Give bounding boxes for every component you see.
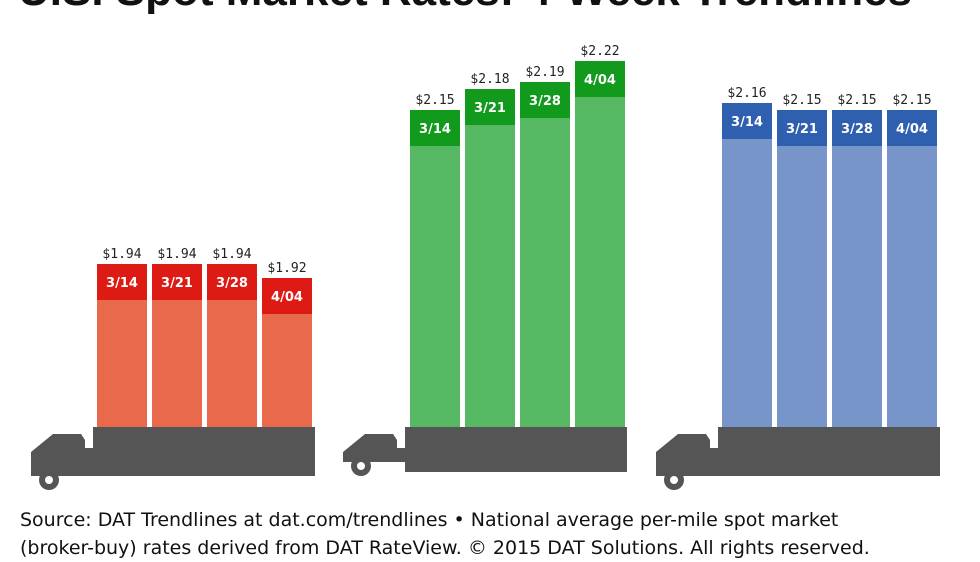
bar-date-band-green-0 xyxy=(410,110,460,146)
bar-value-label: $1.94 xyxy=(102,247,141,262)
bar-green-3 xyxy=(575,61,625,427)
bar-date-band-green-1 xyxy=(465,89,515,125)
bar-date-band-red-2 xyxy=(207,264,257,300)
bar-blue-0 xyxy=(722,103,772,427)
bar-date-label: 3/28 xyxy=(216,276,248,291)
bar-value-label: $2.18 xyxy=(470,72,509,87)
bar-date-label: 4/04 xyxy=(584,73,616,88)
bar-date-label: 3/21 xyxy=(474,101,506,116)
bar-date-band-blue-0 xyxy=(722,103,772,139)
bar-value-label: $2.15 xyxy=(837,93,876,108)
truck-hitch-green xyxy=(395,448,409,462)
truck-cab-blue xyxy=(656,434,710,476)
bar-date-band-blue-2 xyxy=(832,110,882,146)
bar-date-label: 3/28 xyxy=(841,122,873,137)
bar-value-label: $1.94 xyxy=(212,247,251,262)
bar-date-label: 3/14 xyxy=(419,122,451,137)
trailer-frame-green xyxy=(405,462,627,472)
truck-hitch-blue xyxy=(708,448,722,476)
bar-value-label: $2.15 xyxy=(892,93,931,108)
truck-hub-green xyxy=(357,462,365,470)
bar-date-label: 3/21 xyxy=(161,276,193,291)
bar-date-band-blue-1 xyxy=(777,110,827,146)
bar-date-label: 4/04 xyxy=(896,122,928,137)
bar-date-label: 3/14 xyxy=(106,276,138,291)
bar-date-band-blue-3 xyxy=(887,110,937,146)
bar-date-band-red-0 xyxy=(97,264,147,300)
chart-title: U.S. Spot Market Rates: 4-Week Trendline… xyxy=(18,0,968,16)
bar-value-label: $1.94 xyxy=(157,247,196,262)
bar-value-label: $2.22 xyxy=(580,44,619,59)
bar-green-2 xyxy=(520,82,570,427)
source-note: Source: DAT Trendlines at dat.com/trendl… xyxy=(20,506,970,562)
bar-blue-2 xyxy=(832,110,882,427)
bar-date-band-red-3 xyxy=(262,278,312,314)
source-line-2: (broker-buy) rates derived from DAT Rate… xyxy=(20,537,870,559)
trailer-blue xyxy=(718,427,940,476)
bar-green-1 xyxy=(465,89,515,427)
bar-date-label: 4/04 xyxy=(271,290,303,305)
bar-date-label: 3/14 xyxy=(731,115,763,130)
bar-date-band-green-2 xyxy=(520,82,570,118)
bar-blue-1 xyxy=(777,110,827,427)
bar-date-band-green-3 xyxy=(575,61,625,97)
truck-cab-red xyxy=(31,434,85,476)
bar-blue-3 xyxy=(887,110,937,427)
bar-value-label: $2.15 xyxy=(782,93,821,108)
trailer-red xyxy=(93,427,315,476)
bar-date-label: 3/28 xyxy=(529,94,561,109)
bar-value-label: $2.15 xyxy=(415,93,454,108)
bar-date-band-red-1 xyxy=(152,264,202,300)
truck-hub-red xyxy=(45,476,53,484)
bar-value-label: $1.92 xyxy=(267,261,306,276)
truck-hub-blue xyxy=(670,476,678,484)
source-line-1: Source: DAT Trendlines at dat.com/trendl… xyxy=(20,509,839,531)
bar-value-label: $2.16 xyxy=(727,86,766,101)
truck-cab-green xyxy=(343,434,397,462)
trendlines-chart: 3/14 $1.94 3/21 $1.94 3/28 $1.94 4/04 $1.92 3/14… xyxy=(31,44,940,490)
bar-green-0 xyxy=(410,110,460,427)
bar-date-label: 3/21 xyxy=(786,122,818,137)
truck-hitch-red xyxy=(83,448,97,476)
bar-value-label: $2.19 xyxy=(525,65,564,80)
trailer-green xyxy=(405,427,627,462)
